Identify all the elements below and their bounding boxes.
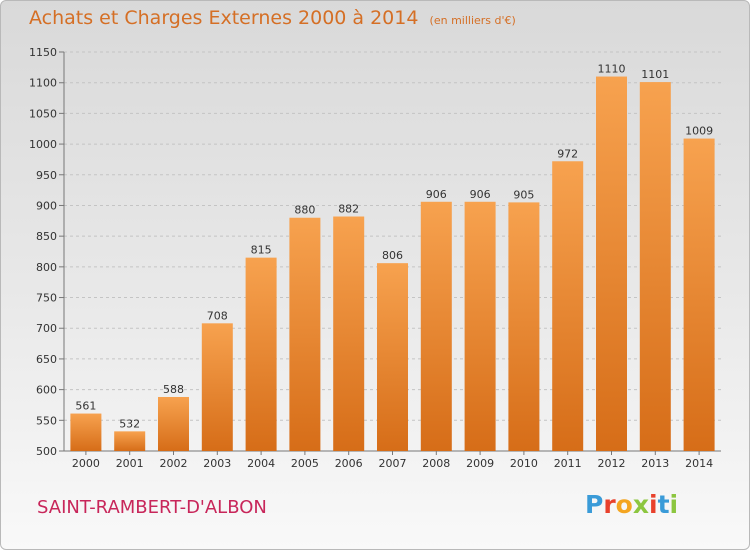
- x-tick-label: 2012: [598, 457, 626, 470]
- logo-letter: P: [585, 490, 604, 519]
- x-tick-label: 2010: [510, 457, 538, 470]
- x-tick-label: 2013: [641, 457, 669, 470]
- y-tick-label: 650: [36, 353, 57, 366]
- data-label: 708: [207, 309, 228, 322]
- x-tick-label: 2009: [466, 457, 494, 470]
- y-tick-label: 800: [36, 261, 57, 274]
- bar: [70, 413, 102, 451]
- bar: [552, 161, 584, 451]
- bar: [245, 257, 277, 451]
- data-label: 882: [338, 203, 359, 216]
- bar: [114, 431, 146, 451]
- data-label: 588: [163, 383, 184, 396]
- data-label: 532: [119, 417, 140, 430]
- x-tick-label: 2007: [379, 457, 407, 470]
- x-tick-label: 2014: [685, 457, 713, 470]
- bar: [596, 76, 627, 452]
- logo-letter: i: [669, 490, 679, 519]
- data-label: 972: [557, 147, 578, 160]
- logo-letter: i: [649, 490, 658, 519]
- x-tick-label: 2011: [554, 457, 582, 470]
- y-tick-label: 850: [36, 230, 57, 243]
- logo-letter: x: [632, 490, 649, 519]
- x-tick-label: 2004: [247, 457, 275, 470]
- logo-letter: r: [603, 490, 616, 519]
- data-label: 815: [251, 244, 272, 257]
- x-tick-label: 2000: [72, 457, 100, 470]
- bar: [683, 138, 715, 451]
- x-tick-label: 2005: [291, 457, 319, 470]
- bar: [158, 396, 189, 451]
- data-label: 906: [426, 188, 447, 201]
- location-name: SAINT-RAMBERT-D'ALBON: [37, 497, 267, 518]
- bar: [508, 202, 540, 451]
- data-label: 1101: [641, 68, 669, 81]
- data-label: 905: [513, 188, 534, 201]
- bars: [70, 76, 715, 452]
- data-label: 1110: [598, 63, 626, 76]
- y-tick-label: 950: [36, 169, 57, 182]
- x-tick-label: 2003: [203, 457, 231, 470]
- y-tick-label: 1150: [29, 46, 57, 59]
- y-tick-label: 1100: [29, 77, 57, 90]
- y-tick-label: 1000: [29, 138, 57, 151]
- bar: [639, 82, 671, 451]
- bar: [289, 217, 321, 451]
- x-tick-label: 2008: [422, 457, 450, 470]
- y-tick-label: 600: [36, 384, 57, 397]
- data-label: 806: [382, 249, 403, 262]
- axes: 500 550 600 650 700 750 800 850 900 950 1000 1050 11…: [29, 46, 721, 470]
- x-tick-label: 2006: [335, 457, 363, 470]
- y-tick-label: 550: [36, 414, 57, 427]
- chart-title: Achats et Charges Externes 2000 à 2014 (…: [29, 7, 516, 29]
- logo-letter: t: [657, 490, 670, 519]
- data-label: 906: [470, 188, 491, 201]
- bar: [377, 263, 408, 451]
- bar: [201, 323, 233, 451]
- x-tick-label: 2002: [160, 457, 188, 470]
- proxiti-logo: Proxiti: [585, 490, 678, 519]
- y-tick-label: 900: [36, 199, 57, 212]
- bar: [464, 201, 496, 451]
- bar: [333, 216, 365, 451]
- data-label: 561: [75, 400, 96, 413]
- data-label: 880: [294, 204, 315, 217]
- chart-title-main: Achats et Charges Externes 2000 à 2014: [29, 7, 419, 29]
- y-tick-label: 1050: [29, 107, 57, 120]
- data-label: 1009: [685, 125, 713, 138]
- chart-title-unit: (en milliers d'€): [429, 14, 516, 27]
- x-tick-label: 2001: [116, 457, 144, 470]
- y-tick-label: 500: [36, 445, 57, 458]
- logo-letter: o: [615, 490, 633, 519]
- data-labels: 561 532 588 708 815 880 882 806 906 906 905 972 1110…: [75, 63, 713, 431]
- y-tick-label: 750: [36, 292, 57, 305]
- y-tick-label: 700: [36, 322, 57, 335]
- bar: [420, 201, 452, 451]
